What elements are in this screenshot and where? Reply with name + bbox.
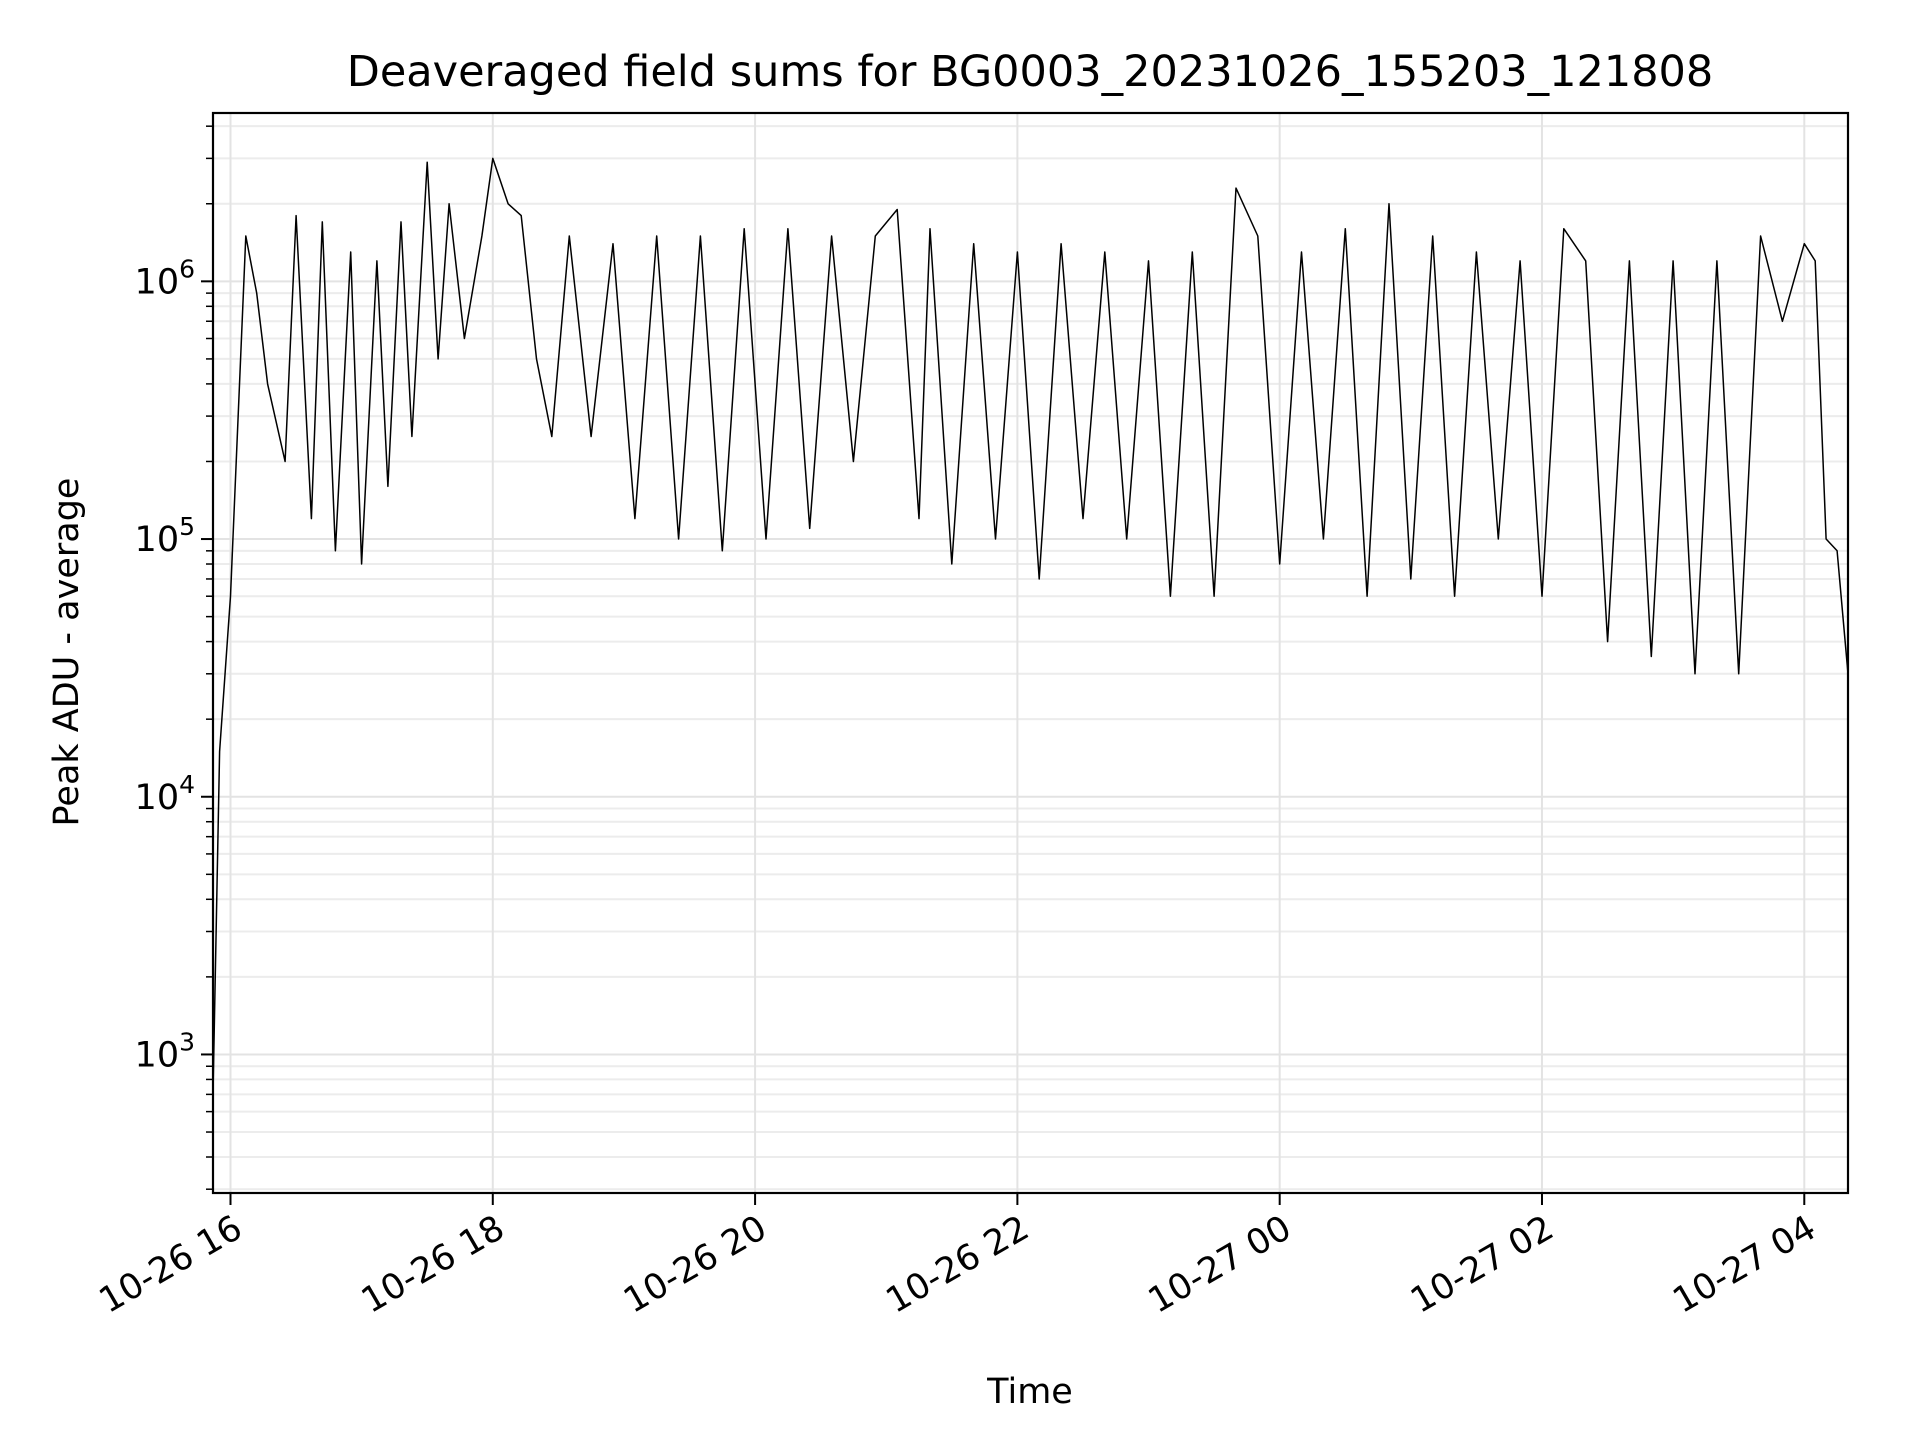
grid [213, 113, 1848, 1193]
x-tick-label: 10-27 04 [1666, 1208, 1822, 1321]
y-tick-label: 104 [135, 770, 195, 818]
x-tick-label: 10-26 18 [355, 1208, 511, 1321]
y-tick-label: 106 [135, 254, 195, 302]
x-tick-label: 10-27 02 [1404, 1208, 1560, 1321]
y-tick-label: 103 [135, 1027, 195, 1075]
chart-title: Deaveraged field sums for BG0003_2023102… [347, 47, 1714, 97]
plot-area-frame [211, 111, 1850, 1195]
x-tick-label: 10-26 16 [93, 1208, 249, 1321]
series-layer [212, 157, 1849, 1095]
y-axis-label: Peak ADU - average [47, 478, 87, 827]
x-axis-label: Time [986, 1372, 1073, 1412]
x-tick-label: 10-27 00 [1142, 1208, 1298, 1321]
x-tick-label: 10-26 20 [617, 1208, 773, 1321]
series-line [212, 157, 1849, 1095]
y-tick-label: 105 [135, 512, 195, 560]
x-tick-label: 10-26 22 [880, 1208, 1036, 1321]
